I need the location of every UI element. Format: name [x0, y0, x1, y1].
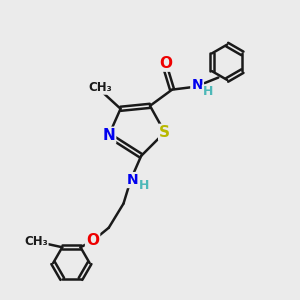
Text: CH₃: CH₃ [24, 235, 48, 248]
Text: O: O [159, 56, 172, 70]
Text: N: N [102, 128, 115, 143]
Text: N: N [191, 78, 203, 92]
Text: H: H [139, 179, 149, 192]
Text: O: O [86, 233, 99, 248]
Text: H: H [203, 85, 213, 98]
Text: S: S [159, 125, 170, 140]
Text: N: N [127, 173, 138, 187]
Text: CH₃: CH₃ [89, 81, 112, 94]
